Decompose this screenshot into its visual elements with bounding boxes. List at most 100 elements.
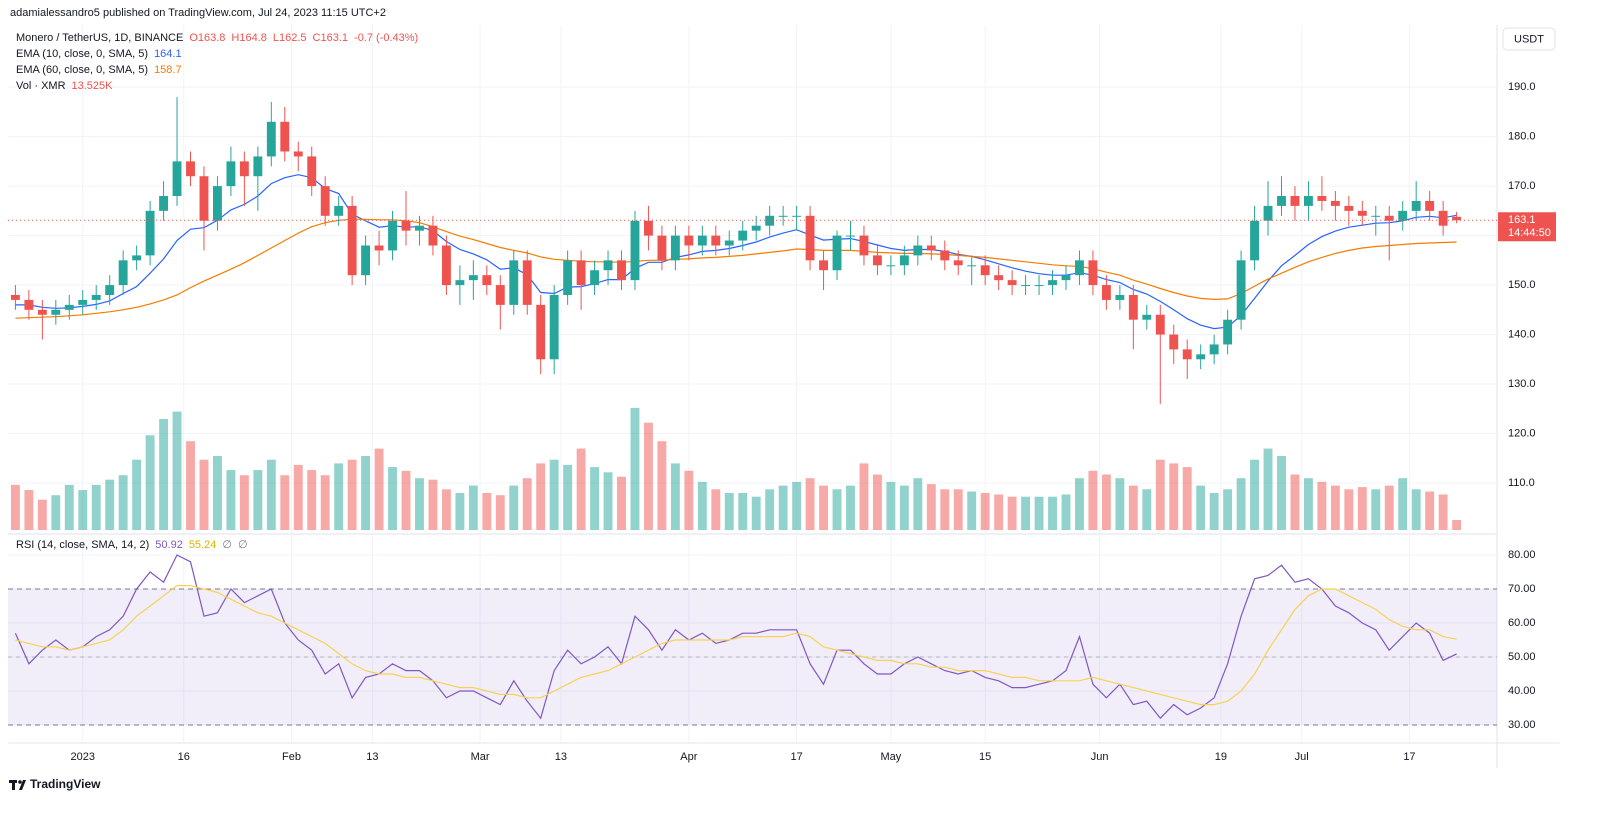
volume-bar bbox=[724, 493, 734, 530]
candle-body bbox=[940, 250, 950, 261]
volume-bar bbox=[132, 459, 142, 530]
candle-body bbox=[1303, 196, 1313, 206]
volume-bar bbox=[1021, 496, 1031, 530]
candle-body bbox=[1330, 200, 1340, 206]
volume-bar bbox=[1236, 478, 1246, 530]
candle-body bbox=[159, 196, 169, 211]
legend-item: ∅ bbox=[238, 539, 248, 551]
currency-label[interactable]: USDT bbox=[1514, 33, 1544, 45]
footer-logo: TradingView bbox=[30, 777, 101, 791]
x-tick-label: Apr bbox=[680, 751, 697, 763]
volume-bar bbox=[415, 478, 424, 530]
candle-body bbox=[536, 304, 546, 360]
candle-body bbox=[37, 309, 47, 315]
volume-bar bbox=[334, 463, 344, 530]
volume-bar bbox=[1398, 478, 1408, 530]
x-tick-label: 17 bbox=[790, 751, 802, 763]
last-price-box bbox=[1498, 212, 1556, 242]
x-tick-label: 15 bbox=[979, 751, 991, 763]
candle-body bbox=[212, 186, 222, 221]
y-tick-label: 130.0 bbox=[1508, 378, 1536, 390]
volume-bar bbox=[388, 467, 397, 530]
volume-bar bbox=[899, 485, 909, 530]
volume-bar bbox=[1277, 456, 1286, 530]
candle-body bbox=[482, 275, 492, 286]
y-tick-label: 190.0 bbox=[1508, 81, 1536, 93]
candle-body bbox=[872, 255, 882, 266]
candle-body bbox=[590, 270, 600, 286]
volume-bar bbox=[926, 484, 936, 530]
volume-bar bbox=[832, 489, 842, 530]
legend-item: RSI (14, close, SMA, 14, 2) bbox=[16, 539, 149, 551]
x-tick-label: 13 bbox=[555, 751, 567, 763]
volume-bar bbox=[239, 475, 249, 530]
volume-bar bbox=[374, 448, 384, 530]
volume-bar bbox=[751, 496, 761, 530]
candle-body bbox=[91, 294, 101, 300]
volume-bar bbox=[266, 459, 276, 530]
rsi-tick-label: 70.00 bbox=[1508, 583, 1536, 595]
volume-bar bbox=[1061, 494, 1071, 530]
volume-bar bbox=[455, 493, 465, 530]
candle-body bbox=[280, 121, 290, 152]
legend-line: EMA (60, close, 0, SMA, 5) 158.7 bbox=[16, 64, 182, 76]
candle-body bbox=[1277, 196, 1286, 206]
volume-bar bbox=[1101, 474, 1111, 530]
volume-bar bbox=[91, 484, 101, 530]
candle-body bbox=[172, 161, 182, 197]
candle-body bbox=[1425, 200, 1435, 211]
volume-bar bbox=[468, 485, 478, 530]
volume-bar bbox=[401, 470, 411, 530]
volume-bar bbox=[226, 470, 236, 530]
volume-bar bbox=[819, 485, 828, 530]
candle-body bbox=[509, 260, 519, 305]
candle-body bbox=[832, 235, 842, 271]
candle-body bbox=[967, 265, 977, 267]
currency-button[interactable] bbox=[1502, 27, 1556, 51]
volume-bar bbox=[603, 472, 613, 530]
volume-bar bbox=[1182, 467, 1192, 530]
candle-body bbox=[1398, 210, 1408, 221]
volume-bar bbox=[51, 495, 61, 530]
volume-bar bbox=[778, 485, 788, 530]
candle-body bbox=[1115, 294, 1125, 300]
volume-bar bbox=[630, 407, 640, 530]
candle-body bbox=[1021, 285, 1031, 287]
candle-body bbox=[226, 161, 236, 187]
volume-bar bbox=[563, 464, 573, 530]
candle-body bbox=[1371, 215, 1381, 217]
volume-bar bbox=[1169, 463, 1179, 530]
volume-bar bbox=[953, 489, 963, 530]
candle-body bbox=[1128, 294, 1138, 320]
candle-body bbox=[563, 260, 573, 295]
candle-body bbox=[1357, 210, 1367, 216]
candle-body bbox=[738, 230, 748, 241]
candle-body bbox=[401, 220, 411, 231]
volume-bar bbox=[913, 478, 923, 530]
volume-bar bbox=[1128, 485, 1138, 530]
candle-body bbox=[428, 225, 438, 246]
volume-bar bbox=[738, 493, 748, 530]
candle-body bbox=[617, 260, 626, 281]
legend-item: L162.5 bbox=[273, 32, 307, 44]
legend-item: ∅ bbox=[222, 539, 232, 551]
candle-body bbox=[361, 245, 371, 276]
volume-bars bbox=[10, 407, 1462, 530]
candle-body bbox=[1263, 205, 1273, 221]
volume-bar bbox=[1303, 478, 1313, 530]
candle-body bbox=[846, 235, 855, 237]
candle-body bbox=[441, 245, 451, 286]
candle-body bbox=[751, 225, 761, 231]
x-tick-label: 17 bbox=[1403, 751, 1415, 763]
y-tick-label: 180.0 bbox=[1508, 131, 1536, 143]
legend-item: EMA (10, close, 0, SMA, 5) bbox=[16, 48, 148, 60]
candle-body bbox=[724, 240, 734, 246]
candle-body bbox=[1411, 200, 1421, 211]
y-tick-label: 170.0 bbox=[1508, 180, 1536, 192]
candle-body bbox=[64, 304, 74, 310]
volume-bar bbox=[1317, 481, 1327, 530]
candle-body bbox=[105, 285, 115, 295]
volume-bar bbox=[428, 479, 438, 530]
rsi-tick-label: 60.00 bbox=[1508, 617, 1536, 629]
volume-bar bbox=[670, 463, 680, 530]
